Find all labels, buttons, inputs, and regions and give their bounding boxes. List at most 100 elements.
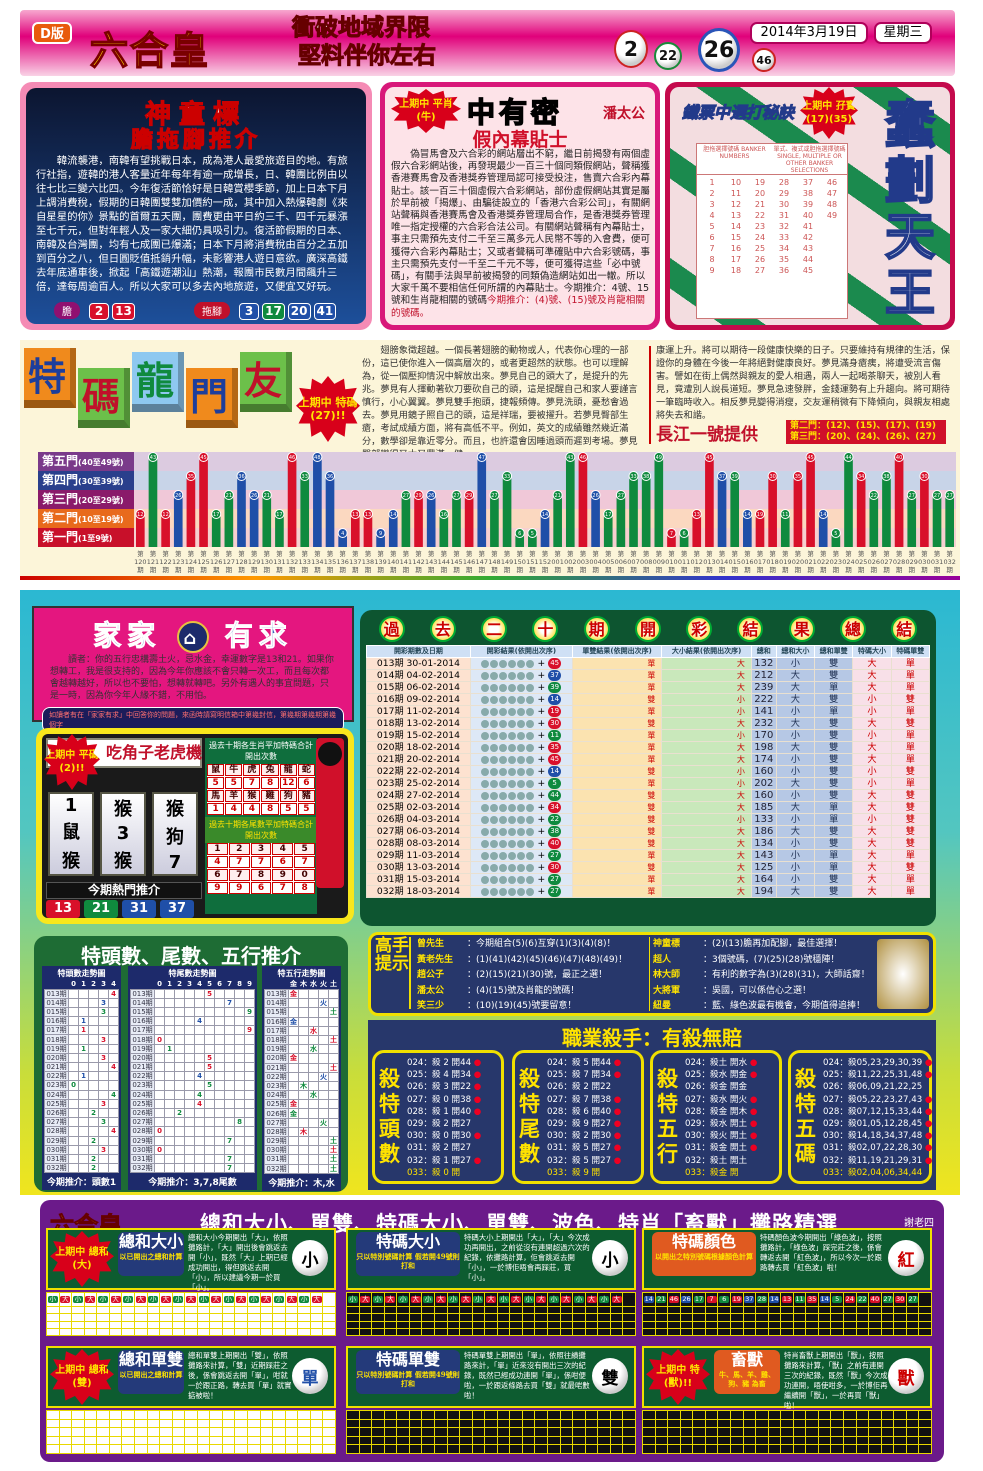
period-label: 016 — [741, 558, 753, 566]
grid-cell: 大 — [84, 1293, 97, 1307]
grid-cell — [460, 1328, 472, 1335]
trend-cell — [174, 1153, 185, 1165]
trend-cell: 5 — [204, 1061, 215, 1073]
ball-icon — [480, 791, 489, 800]
lever-knob[interactable] — [318, 742, 342, 766]
article-text: 韓流襲港，南韓有望挑戰日本，成為港人最愛旅遊目的地。有旅行社指，遊韓的港人客量近… — [36, 155, 348, 293]
grid-cell — [668, 1445, 680, 1453]
grid-cell — [585, 1328, 598, 1335]
grid-cell — [497, 1321, 510, 1328]
grid-cell — [831, 1428, 844, 1436]
grid-cell — [573, 1307, 585, 1314]
trend-cell: 金 — [288, 1108, 299, 1119]
hit-mark-icon: ● — [747, 1143, 758, 1154]
grid-cell — [160, 1445, 172, 1453]
grid-cell — [623, 1419, 635, 1428]
grid-cell — [668, 1419, 680, 1428]
bar-value: 13 — [352, 512, 358, 518]
tail-count: 9 — [207, 882, 228, 894]
sum-big-small: 大 — [775, 681, 816, 694]
grid-cell — [655, 1307, 668, 1314]
grid-cell — [84, 1419, 97, 1428]
trend-cell — [194, 1153, 205, 1165]
grid-cell — [347, 1428, 359, 1436]
slip-number: 48 — [826, 200, 838, 209]
slip-number — [820, 244, 844, 253]
trend-cell — [98, 1089, 109, 1100]
period-label: 期 — [858, 566, 865, 574]
period-label: 第 — [150, 549, 157, 558]
road-panel: 總和單雙 以已開出之總和計算 上期中 總和(雙) 總和單雙上期開出「雙」，依照攤路來計… — [46, 1346, 336, 1454]
grid-cell — [869, 1307, 881, 1314]
bar-value: 5 — [834, 531, 837, 537]
period-label: 第 — [592, 549, 599, 558]
door-bar — [199, 457, 208, 547]
period-label: 015 — [728, 558, 740, 566]
door-bar — [211, 514, 221, 547]
grid-cell — [359, 1411, 372, 1419]
ball-icon — [525, 695, 534, 704]
grid-cell — [793, 1445, 806, 1453]
grid-cell — [97, 1428, 109, 1436]
grid-cell — [844, 1321, 856, 1328]
period: 021期 — [130, 1061, 155, 1073]
grid-cell — [510, 1411, 522, 1419]
sum-big-small: 大 — [775, 717, 816, 730]
door-bar — [565, 457, 575, 547]
draw-date: 026期 04-03-2014 — [366, 813, 471, 826]
grid-cell — [235, 1321, 248, 1328]
bead: 14 — [643, 1295, 654, 1304]
past-results-panel: 過去二十期開彩結果總結 開彩期數及日期 開彩結果(依開出次序) 單雙結果(依開出次序… — [360, 610, 936, 926]
slip-number: 23 — [754, 222, 766, 231]
trend-cell — [214, 1089, 225, 1100]
divider — [649, 937, 650, 1011]
bead: 大 — [185, 1295, 196, 1304]
grid-cell — [97, 1411, 109, 1419]
period: 016期 — [264, 1016, 289, 1027]
grid-cell — [718, 1314, 730, 1321]
trend-cell — [174, 988, 185, 999]
tail-digit: 8 — [250, 869, 272, 881]
trend-cell: 土 — [328, 1034, 339, 1046]
trend-cell: 7 — [224, 1163, 235, 1174]
grid-cell — [844, 1328, 856, 1335]
draw-balls: + 14 — [469, 765, 573, 778]
grid-cell — [730, 1428, 743, 1436]
grid-cell: 大 — [460, 1293, 472, 1307]
grid-cell — [310, 1436, 323, 1445]
slot-lever[interactable] — [316, 738, 344, 888]
issue-date: 2014年3月19日 — [750, 22, 868, 44]
period: 019期 — [264, 1044, 289, 1055]
trend-cell — [318, 1044, 329, 1055]
trend-cell — [214, 1071, 225, 1082]
grid-cell: 大 — [535, 1293, 548, 1307]
period-label: 期 — [175, 566, 182, 574]
trend-cell: 3 — [98, 1052, 109, 1064]
ball-icon — [489, 755, 498, 764]
door-bar — [363, 514, 373, 547]
grid-cell: 大 — [210, 1293, 222, 1307]
period-label: 第 — [314, 549, 321, 558]
bead: 24 — [844, 1295, 855, 1304]
panel-subtitle: 膽拖腳推介 — [130, 128, 261, 154]
grid-cell — [172, 1428, 185, 1436]
special-ball: 14 — [548, 694, 562, 705]
grid-cell — [109, 1411, 122, 1419]
table-row: 015期土 — [264, 1007, 339, 1018]
grid-cell — [560, 1321, 573, 1328]
grid-cell: 小 — [372, 1293, 384, 1307]
odd-even-result: 雙 — [571, 789, 663, 802]
period-label: 028 — [893, 558, 905, 566]
bar-value: 45 — [706, 455, 712, 461]
grid-cell — [298, 1328, 310, 1335]
grid-cell — [743, 1307, 756, 1314]
grid-cell — [522, 1314, 535, 1321]
sum-big-small: 小 — [775, 813, 816, 826]
table-row: 018期土 — [264, 1034, 339, 1046]
bar-ball — [502, 471, 513, 481]
grid-cell — [844, 1307, 856, 1314]
grid-cell — [298, 1436, 310, 1445]
plus: + — [534, 790, 549, 801]
ball-icon — [525, 755, 534, 764]
